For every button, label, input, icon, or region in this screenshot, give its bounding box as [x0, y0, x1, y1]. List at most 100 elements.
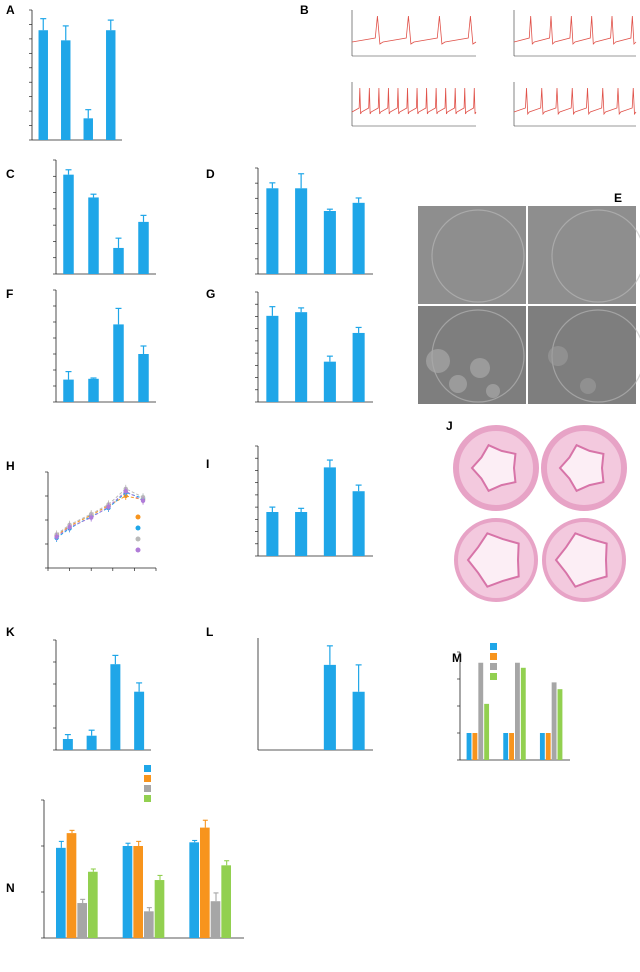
- urothelium-fold: [554, 532, 608, 588]
- legend-swatch: [490, 653, 497, 660]
- panel-label-h: H: [6, 459, 15, 473]
- bar: [352, 491, 365, 556]
- bladder-photo: [528, 206, 636, 304]
- bar: [106, 30, 116, 140]
- panel-label-m: M: [452, 651, 462, 665]
- bar: [503, 733, 509, 760]
- bar: [63, 379, 74, 402]
- bar: [266, 315, 279, 402]
- hemorrhage-spot: [486, 384, 500, 398]
- hemorrhage-spot: [548, 346, 568, 366]
- hemorrhage-spot: [426, 349, 450, 373]
- legend-swatch: [490, 643, 497, 650]
- bar: [88, 197, 99, 274]
- legend-swatch: [144, 785, 151, 792]
- bar: [63, 174, 74, 274]
- bar: [352, 691, 365, 750]
- bar: [134, 691, 145, 750]
- legend-swatch: [144, 795, 151, 802]
- bladder-photo: [418, 206, 526, 304]
- bladder-outline: [431, 209, 525, 303]
- legend-swatch: [490, 673, 497, 680]
- data-point: [123, 489, 128, 494]
- bar: [484, 703, 490, 760]
- pressure-trace: [351, 87, 477, 115]
- panel-label-n: N: [6, 881, 15, 895]
- bar: [83, 118, 93, 140]
- bar: [144, 911, 154, 938]
- bar: [138, 354, 149, 402]
- bar: [466, 733, 472, 760]
- panel-label-f: F: [6, 287, 13, 301]
- urothelium-fold: [558, 443, 605, 493]
- legend-swatch: [144, 765, 151, 772]
- bar: [266, 512, 279, 556]
- data-point: [67, 525, 72, 530]
- bar: [200, 827, 210, 938]
- bar: [189, 842, 199, 938]
- bar: [56, 847, 66, 938]
- legend-swatch: [490, 663, 497, 670]
- legend-marker: [135, 547, 141, 553]
- panel-label-i: I: [206, 457, 209, 471]
- bar: [113, 324, 124, 402]
- panel-label-g: G: [206, 287, 215, 301]
- bar: [62, 739, 73, 750]
- pressure-trace: [513, 87, 637, 116]
- bar: [323, 211, 336, 274]
- bar: [88, 871, 98, 938]
- bar: [478, 662, 484, 760]
- bar: [138, 221, 149, 274]
- legend-marker: [135, 514, 141, 520]
- bar: [154, 880, 165, 938]
- legend-marker: [135, 536, 141, 542]
- bar: [352, 202, 365, 274]
- bar: [545, 733, 551, 760]
- hemorrhage-spot: [580, 378, 596, 394]
- data-point: [54, 534, 59, 539]
- bar: [352, 332, 365, 402]
- panel-label-b: B: [300, 3, 309, 17]
- bar: [295, 188, 308, 274]
- bar: [133, 846, 143, 938]
- bar: [88, 378, 99, 402]
- bar: [295, 512, 308, 556]
- bar: [539, 733, 545, 760]
- panel-label-k: K: [6, 625, 15, 639]
- bar: [66, 833, 77, 938]
- series-line: [56, 495, 144, 537]
- legend-marker: [135, 525, 141, 531]
- bar: [323, 664, 336, 750]
- bar: [323, 361, 336, 402]
- bar: [295, 312, 308, 402]
- bar: [266, 188, 279, 274]
- pressure-trace: [513, 15, 637, 45]
- bar: [210, 901, 221, 938]
- bar: [221, 865, 231, 938]
- series-line: [56, 488, 144, 535]
- bar: [86, 735, 97, 750]
- data-point: [140, 498, 146, 503]
- panel-label-c: C: [6, 167, 15, 181]
- series-line: [56, 490, 144, 538]
- bar: [557, 689, 563, 760]
- series-line: [56, 491, 144, 539]
- bar: [520, 667, 526, 760]
- bar: [38, 30, 48, 140]
- bar: [110, 664, 121, 750]
- panel-label-l: L: [206, 625, 213, 639]
- bar: [472, 733, 478, 760]
- panel-label-e: E: [614, 191, 622, 205]
- panel-label-a: A: [6, 3, 15, 17]
- bar: [515, 662, 520, 760]
- bar: [122, 846, 133, 938]
- panel-label-d: D: [206, 167, 215, 181]
- bar: [509, 733, 514, 760]
- bar: [113, 247, 124, 274]
- legend-swatch: [144, 775, 151, 782]
- panel-label-j: J: [446, 419, 453, 433]
- bar: [61, 40, 71, 141]
- data-point: [89, 515, 94, 520]
- bar: [551, 682, 557, 760]
